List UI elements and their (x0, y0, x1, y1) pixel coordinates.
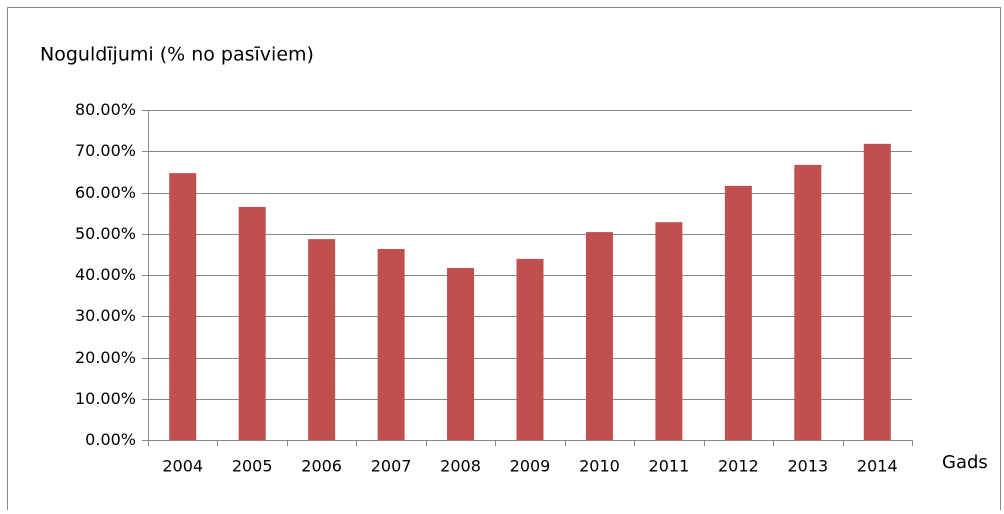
bar (169, 173, 197, 441)
bar (308, 239, 336, 440)
bar (516, 258, 544, 440)
bar (863, 143, 891, 440)
x-axis-label: Gads (942, 452, 988, 473)
x-tick-label: 2006 (301, 457, 342, 476)
y-tick-label: 10.00% (75, 389, 136, 408)
bar (377, 249, 405, 440)
bar (655, 222, 683, 440)
x-tick-label: 2011 (649, 457, 690, 476)
x-tick-label: 2010 (579, 457, 620, 476)
y-tick-label: 60.00% (75, 183, 136, 202)
x-tick-label: 2012 (718, 457, 759, 476)
bar (794, 164, 822, 441)
bar (447, 267, 475, 440)
y-tick-label: 40.00% (75, 265, 136, 284)
x-tick-label: 2004 (162, 457, 203, 476)
x-tick-label: 2005 (232, 457, 273, 476)
y-tick-label: 70.00% (75, 141, 136, 160)
bar (585, 232, 613, 440)
bar (238, 206, 266, 440)
x-tick-label: 2014 (857, 457, 898, 476)
x-tick-label: 2007 (371, 457, 412, 476)
bar (724, 185, 752, 440)
y-tick-label: 0.00% (85, 430, 136, 449)
x-tick-label: 2013 (787, 457, 828, 476)
x-tick-label: 2008 (440, 457, 481, 476)
y-tick-label: 30.00% (75, 306, 136, 325)
y-tick-label: 20.00% (75, 348, 136, 367)
chart-frame (7, 7, 1001, 510)
y-tick-label: 80.00% (75, 100, 136, 119)
y-tick-label: 50.00% (75, 224, 136, 243)
x-tick-label: 2009 (510, 457, 551, 476)
chart-title: Noguldījumi (% no pasīviem) (40, 44, 314, 66)
